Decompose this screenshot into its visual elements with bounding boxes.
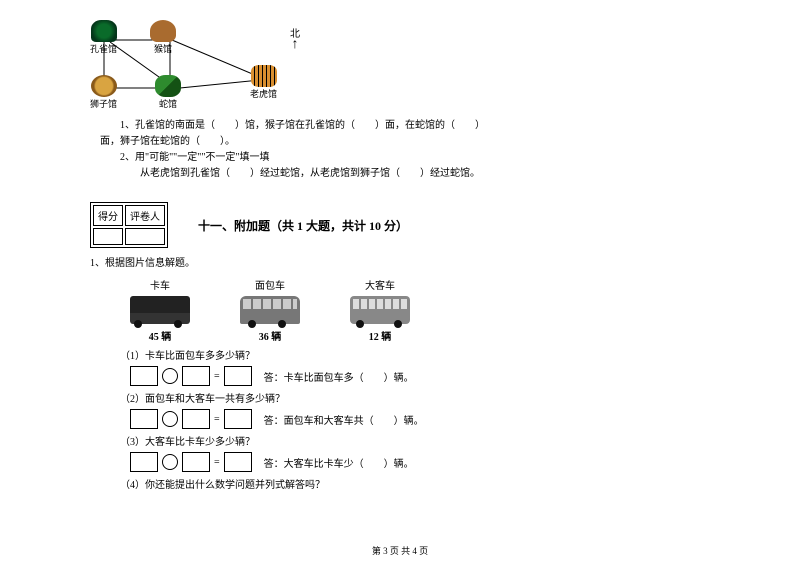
op-circle[interactable]	[162, 411, 178, 427]
ans-1: 答：卡车比面包车多（ ）辆。	[264, 369, 414, 384]
van-icon	[240, 296, 300, 324]
equals-sign: =	[214, 371, 220, 382]
subq-3: （3）大客车比卡车少多少辆？	[120, 433, 710, 448]
node-tiger: 老虎馆	[250, 65, 277, 100]
section-11-title: 十一、附加题（共 1 大题，共计 10 分）	[198, 217, 408, 234]
north-indicator: 北 ↑	[290, 25, 300, 50]
score-cell: 得分	[93, 205, 123, 226]
input-box[interactable]	[130, 452, 158, 472]
op-circle[interactable]	[162, 454, 178, 470]
van-count: 36 辆	[240, 328, 300, 343]
score-table: 得分 评卷人	[90, 202, 168, 248]
truck-count: 45 辆	[130, 328, 190, 343]
vehicle-van: 面包车 36 辆	[240, 277, 300, 343]
node-lion: 狮子馆	[90, 75, 117, 110]
node-monkey: 猴馆	[150, 20, 176, 55]
snake-label: 蛇馆	[155, 97, 181, 110]
q1-line2b: 从老虎馆到孔雀馆（ ）经过蛇馆，从老虎馆到狮子馆（ ）经过蛇馆。	[140, 166, 710, 182]
input-box[interactable]	[130, 409, 158, 429]
input-box[interactable]	[224, 366, 252, 386]
score-blank[interactable]	[93, 228, 123, 245]
section-header-row: 得分 评卷人 十一、附加题（共 1 大题，共计 10 分）	[90, 202, 710, 248]
vehicle-truck: 卡车 45 辆	[130, 277, 190, 343]
equals-sign: =	[214, 457, 220, 468]
equals-sign: =	[214, 414, 220, 425]
grader-blank[interactable]	[125, 228, 165, 245]
snake-icon	[155, 75, 181, 97]
input-box[interactable]	[182, 452, 210, 472]
monkey-label: 猴馆	[150, 42, 176, 55]
van-label: 面包车	[240, 277, 300, 292]
input-box[interactable]	[130, 366, 158, 386]
subq-4: （4）你还能提出什么数学问题并列式解答吗？	[120, 476, 710, 491]
q1-line2a: 2、用"可能""一定""不一定"填一填	[120, 150, 710, 166]
ans-2: 答：面包车和大客车共（ ）辆。	[264, 412, 424, 427]
vehicles-row: 卡车 45 辆 面包车 36 辆 大客车 12 辆	[130, 277, 710, 343]
subq-1: （1）卡车比面包车多多少辆？	[120, 347, 710, 362]
eq-row-2: = 答：面包车和大客车共（ ）辆。	[130, 409, 710, 429]
eq-row-1: = 答：卡车比面包车多（ ）辆。	[130, 366, 710, 386]
input-box[interactable]	[182, 409, 210, 429]
truck-label: 卡车	[130, 277, 190, 292]
ans-3: 答：大客车比卡车少（ ）辆。	[264, 455, 414, 470]
north-arrow-icon: ↑	[290, 40, 300, 50]
bus-icon	[350, 296, 410, 324]
zoo-map: 孔雀馆 猴馆 狮子馆 蛇馆 老虎馆 北 ↑	[90, 20, 310, 110]
lion-label: 狮子馆	[90, 97, 117, 110]
page-footer: 第 3 页 共 4 页	[0, 544, 800, 557]
tiger-icon	[251, 65, 277, 87]
lion-icon	[91, 75, 117, 97]
input-box[interactable]	[182, 366, 210, 386]
eq-row-3: = 答：大客车比卡车少（ ）辆。	[130, 452, 710, 472]
op-circle[interactable]	[162, 368, 178, 384]
input-box[interactable]	[224, 409, 252, 429]
input-box[interactable]	[224, 452, 252, 472]
bus-count: 12 辆	[350, 328, 410, 343]
tiger-label: 老虎馆	[250, 87, 277, 100]
q1-line1a: 1、孔雀馆的南面是（ ）馆，猴子馆在孔雀馆的（ ）面，在蛇馆的（ ）	[120, 118, 710, 134]
peacock-label: 孔雀馆	[90, 42, 117, 55]
grader-cell: 评卷人	[125, 205, 165, 226]
q1-line1b: 面，狮子馆在蛇馆的（ ）。	[100, 134, 710, 150]
node-peacock: 孔雀馆	[90, 20, 117, 55]
node-snake: 蛇馆	[155, 75, 181, 110]
subq-2: （2）面包车和大客车一共有多少辆？	[120, 390, 710, 405]
bus-label: 大客车	[350, 277, 410, 292]
peacock-icon	[91, 20, 117, 42]
vehicle-bus: 大客车 12 辆	[350, 277, 410, 343]
pic-question-title: 1、根据图片信息解题。	[90, 254, 710, 269]
truck-icon	[130, 296, 190, 324]
monkey-icon	[150, 20, 176, 42]
